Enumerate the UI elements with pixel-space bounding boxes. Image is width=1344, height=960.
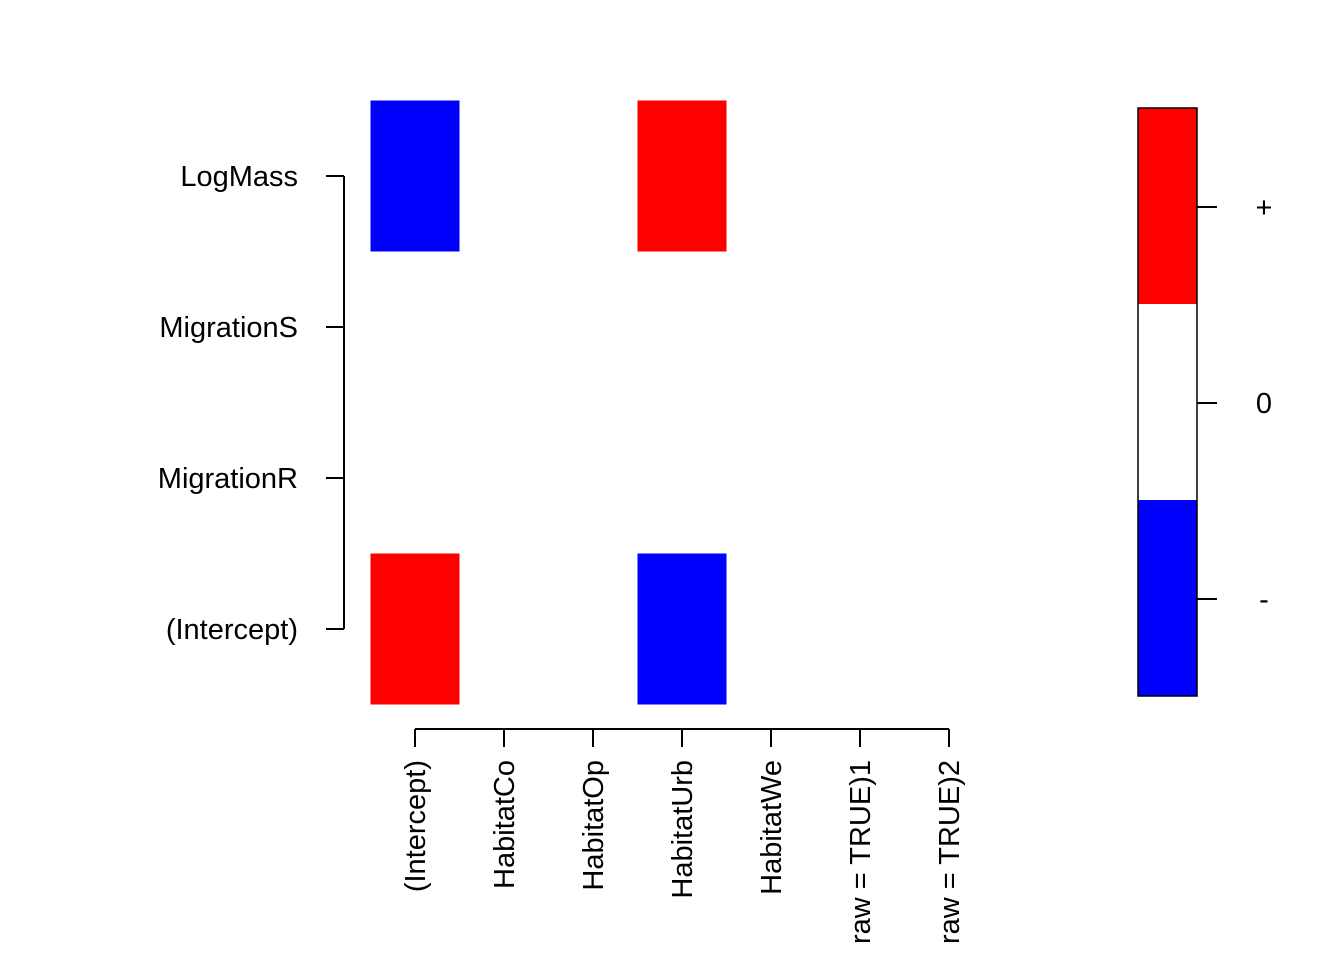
heatmap-cells [370, 100, 727, 705]
x-tick-label: raw = TRUE)2 [934, 760, 966, 944]
heatmap-cell [370, 100, 460, 252]
x-axis: (Intercept) HabitatCo HabitatOp HabitatUrb H… [400, 728, 966, 944]
legend-swatch [1138, 500, 1197, 696]
x-tick-label: HabitatCo [489, 760, 521, 889]
y-tick-label: LogMass [180, 161, 298, 193]
legend-label: + [1256, 192, 1273, 224]
x-tick-label: HabitatWe [756, 760, 788, 895]
x-tick-label: raw = TRUE)1 [845, 760, 877, 944]
y-tick-label: (Intercept) [166, 614, 298, 646]
x-tick-label: HabitatOp [578, 760, 610, 891]
x-tick-label: (Intercept) [400, 760, 432, 892]
legend-label: 0 [1256, 388, 1272, 420]
legend-swatch [1138, 304, 1197, 500]
heatmap-cell [370, 553, 460, 705]
x-tick-label: HabitatUrb [667, 760, 699, 899]
heatmap-cell [637, 100, 727, 252]
y-axis: (Intercept) MigrationR MigrationS LogMass [158, 161, 345, 646]
y-tick-label: MigrationR [158, 463, 298, 495]
legend-label: - [1259, 584, 1269, 616]
heatmap-cell [637, 553, 727, 705]
y-tick-label: MigrationS [159, 312, 298, 344]
legend-swatch [1138, 108, 1197, 304]
color-legend: - 0 + [1137, 107, 1273, 697]
